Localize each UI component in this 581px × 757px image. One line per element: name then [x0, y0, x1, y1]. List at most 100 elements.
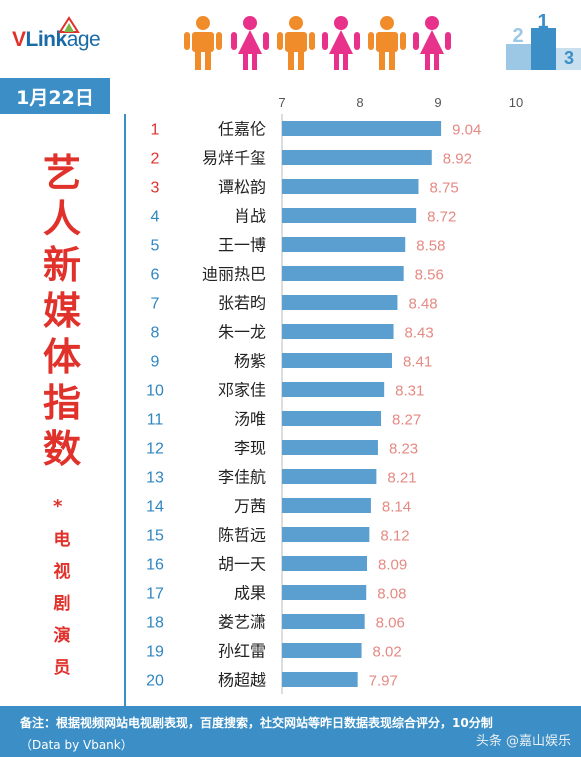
svg-text:2: 2 [512, 25, 523, 47]
person-icon-orange-3 [368, 16, 406, 70]
rank-label: 18 [146, 615, 164, 632]
title-star: * [53, 496, 63, 517]
value-label: 8.48 [408, 296, 437, 313]
person-icon-pink-2 [322, 16, 360, 70]
value-label: 8.58 [416, 238, 445, 255]
title-char: 指 [42, 381, 81, 425]
bar [282, 556, 368, 571]
podium-icon: 2 1 3 [506, 14, 581, 70]
bar [282, 672, 358, 687]
x-tick-label: 9 [434, 95, 441, 110]
category-label: 任嘉伦 [218, 120, 266, 139]
x-tick-label: 10 [509, 95, 523, 110]
chart-title: 艺 人 新 媒 体 指 数 [40, 150, 84, 472]
category-label: 李佳航 [218, 468, 266, 487]
category-label: 娄艺潇 [218, 613, 266, 632]
subtitle-char: 员 [53, 658, 71, 678]
x-tick-label: 8 [356, 95, 363, 110]
category-label: 陈哲远 [218, 526, 266, 545]
rank-label: 19 [146, 644, 164, 661]
bar [282, 469, 377, 484]
bar [282, 440, 378, 455]
title-char: 体 [42, 335, 81, 379]
logo-mark-icon [58, 16, 80, 33]
value-label: 8.75 [430, 180, 459, 197]
category-label: 杨超越 [218, 671, 266, 690]
bar [282, 266, 404, 281]
value-label: 8.41 [403, 354, 432, 371]
bar [282, 585, 367, 600]
title-char: 人 [42, 197, 81, 241]
bar [282, 498, 371, 513]
watermark: 头条 @嘉山娱乐 [475, 734, 571, 749]
bar [282, 382, 385, 397]
subtitle-char: 演 [53, 626, 71, 646]
category-label: 王一博 [218, 236, 266, 255]
title-char: 媒 [42, 289, 81, 333]
category-label: 孙红雷 [218, 642, 266, 661]
person-icon-pink-1 [231, 16, 269, 70]
logo-age: age [66, 28, 101, 51]
subtitle-char: 视 [53, 562, 71, 582]
rank-label: 11 [147, 412, 164, 429]
chart-subtitle: 电 视 剧 演 员 [48, 524, 76, 684]
value-label: 8.14 [382, 499, 411, 516]
value-label: 8.23 [389, 441, 418, 458]
svg-text:1: 1 [537, 14, 548, 33]
rank-label: 4 [151, 209, 160, 226]
person-icon-orange-1 [184, 16, 222, 70]
x-tick-label: 7 [278, 95, 285, 110]
side-panel [0, 114, 126, 706]
rank-label: 15 [146, 528, 164, 545]
rank-label: 2 [151, 151, 160, 168]
person-icon-orange-2 [277, 16, 315, 70]
category-label: 李现 [234, 439, 266, 458]
bar [282, 121, 442, 136]
rank-label: 20 [146, 673, 164, 690]
category-label: 杨紫 [234, 352, 266, 371]
bar [282, 150, 432, 165]
rank-label: 13 [146, 470, 164, 487]
value-label: 8.12 [380, 528, 409, 545]
logo-link: Link [25, 28, 68, 51]
bar [282, 295, 398, 310]
rank-label: 14 [146, 499, 164, 516]
rank-label: 5 [151, 238, 160, 255]
rank-label: 7 [151, 296, 160, 313]
bar [282, 614, 365, 629]
bar [282, 324, 394, 339]
value-label: 8.06 [376, 615, 405, 632]
bar-chart: 7 8 9 10 1 任嘉伦 9.04 2 易烊千玺 8.92 3 谭松韵 8.75 4 肖战 8.72 5 王一… [124, 86, 581, 704]
bar [282, 353, 392, 368]
category-label: 迪丽热巴 [202, 265, 266, 284]
value-label: 9.04 [452, 122, 481, 139]
value-label: 8.08 [377, 586, 406, 603]
rank-label: 9 [151, 354, 160, 371]
category-label: 万茜 [234, 497, 266, 516]
category-label: 张若昀 [218, 294, 266, 313]
rank-label: 12 [146, 441, 164, 458]
rank-label: 6 [151, 267, 160, 284]
subtitle-char: 剧 [53, 594, 71, 614]
category-label: 易烊千玺 [202, 149, 266, 168]
bar [282, 208, 417, 223]
logo-v: V [12, 28, 26, 51]
title-char: 艺 [42, 151, 81, 195]
footer-note: 备注：根据视频网站电视剧表现，百度搜索，社交网站等昨日数据表现综合评分，10分制 [20, 716, 493, 730]
rank-label: 1 [151, 122, 160, 139]
value-label: 8.02 [373, 644, 402, 661]
bar-chart-svg: 7 8 9 10 1 任嘉伦 9.04 2 易烊千玺 8.92 3 谭松韵 8.75 4 肖战 8.72 5 王一… [146, 95, 523, 694]
value-label: 8.09 [378, 557, 407, 574]
rank-label: 16 [146, 557, 164, 574]
value-label: 7.97 [369, 673, 398, 690]
value-label: 8.92 [443, 151, 472, 168]
title-char: 数 [42, 427, 81, 471]
svg-text:3: 3 [564, 48, 574, 68]
category-label: 邓家佳 [218, 381, 266, 400]
category-label: 胡一天 [218, 555, 266, 574]
bar [282, 411, 382, 426]
category-label: 成果 [234, 584, 266, 603]
person-icon-pink-3 [413, 16, 451, 70]
value-label: 8.27 [392, 412, 421, 429]
value-label: 8.56 [415, 267, 444, 284]
